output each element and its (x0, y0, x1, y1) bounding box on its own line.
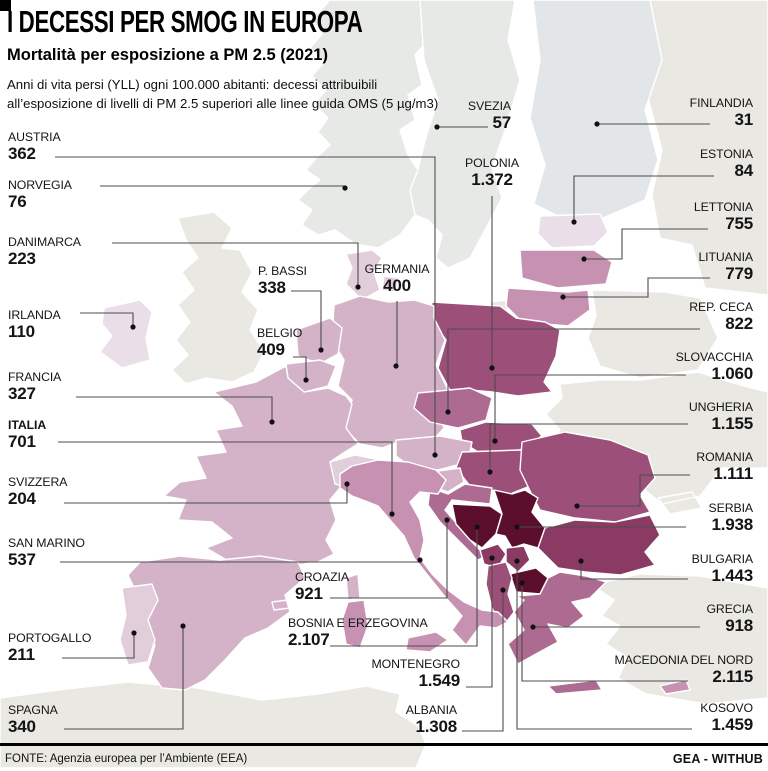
leader-dot-francia (269, 419, 275, 425)
leader-line-danimarca (112, 242, 359, 286)
leader-line-romania (578, 474, 690, 507)
country-russia (644, 0, 768, 296)
leader-dot-kosovo (514, 558, 520, 564)
leader-dot-finlandia (594, 121, 600, 127)
header: I DECESSI PER SMOG IN EUROPA Mortalità p… (7, 4, 501, 114)
leader-line-estonia (573, 175, 714, 221)
leader-line-montenegro (466, 559, 493, 688)
leader-line-rep_ceca (447, 328, 700, 411)
leader-line-croazia (330, 521, 448, 599)
leader-dot-grecia (530, 624, 536, 630)
leader-dot-portogallo (131, 630, 137, 636)
leader-line-austria (55, 156, 436, 455)
leader-line-italia (58, 441, 393, 513)
leader-line-portogallo (62, 635, 135, 659)
country-polonia (429, 301, 561, 397)
leader-dot-albania (500, 587, 506, 593)
leader-dot-macedonia (519, 580, 525, 586)
leader-dot-slovacchia (492, 438, 498, 444)
leader-line-irlanda (80, 312, 134, 326)
footer: FONTE: Agenzia europea per l’Ambiente (E… (0, 743, 768, 771)
leader-dot-lituania (560, 294, 566, 300)
leader-line-lituania (564, 277, 710, 298)
leader-line-bosnia (330, 528, 478, 647)
leader-dot-serbia (514, 524, 520, 530)
leader-dot-san_marino (417, 557, 423, 563)
leader-dot-irlanda (130, 324, 136, 330)
leader-line-albania (462, 591, 504, 732)
leader-line-lettonia (585, 228, 708, 260)
leader-line-ungheria (489, 423, 688, 471)
leader-dot-italia (389, 511, 395, 517)
leader-line-macedonia (521, 584, 688, 682)
country-germania (331, 295, 449, 449)
country-croazia (427, 483, 493, 561)
country-italia (339, 459, 509, 653)
leader-dot-polonia (489, 365, 495, 371)
leader-line-kosovo (516, 562, 692, 730)
leader-dot-austria (432, 452, 438, 458)
country-estonia (537, 213, 609, 249)
leader-line-bulgaria (580, 562, 688, 580)
country-uk (171, 211, 265, 385)
leader-line-p_bassi (291, 290, 322, 349)
country-belarus (587, 289, 719, 379)
agency-credit: GEA - WITHUB (672, 751, 763, 766)
country-bulgaria (537, 514, 661, 576)
leader-dot-montenegro (489, 555, 495, 561)
leader-dot-p_bassi (318, 347, 324, 353)
leader-line-spagna (64, 628, 184, 730)
leader-dot-bulgaria (578, 558, 584, 564)
leader-line-slovacchia (494, 374, 686, 440)
leader-dot-croazia (444, 517, 450, 523)
leader-dot-norvegia (342, 185, 348, 191)
leader-dot-romania (574, 503, 580, 509)
country-rep-ceca (413, 387, 493, 429)
country-cipro (659, 679, 691, 695)
leader-dot-spagna (180, 623, 186, 629)
leader-line-francia (76, 396, 273, 421)
country-spagna (127, 555, 306, 691)
leader-dot-ungheria (487, 469, 493, 475)
country-irlanda (99, 299, 153, 369)
region-north-africa (0, 681, 427, 768)
leader-dot-estonia (571, 219, 577, 225)
country-paesi-bassi (295, 317, 343, 365)
page-title: I DECESSI PER SMOG IN EUROPA (7, 4, 363, 39)
country-portogallo (119, 583, 159, 666)
leader-dot-belgio (303, 377, 309, 383)
leader-dot-germania (393, 363, 399, 369)
leader-dot-rep_ceca (445, 409, 451, 415)
country-danimarca (345, 249, 399, 301)
page-subtitle: Mortalità per esposizione a PM 2.5 (2021… (7, 45, 328, 64)
leader-dot-bosnia (474, 524, 480, 530)
country-lettonia (519, 249, 613, 289)
country-turkey (591, 573, 768, 705)
source-credit: FONTE: Agenzia europea per l’Ambiente (E… (5, 752, 248, 765)
country-serbia (493, 489, 546, 549)
leader-dot-lettonia (581, 256, 587, 262)
leader-dot-danimarca (355, 284, 361, 290)
leader-line-svizzera (64, 485, 348, 504)
page-description: Anni di vita persi (YLL) ogni 100.000 ab… (7, 76, 439, 112)
leader-dot-svizzera (344, 481, 350, 487)
country-grecia (507, 571, 607, 695)
leader-dot-svezia (434, 124, 440, 130)
country-finlandia (529, 0, 663, 221)
corner-square (0, 0, 11, 11)
country-ukraine (545, 371, 768, 515)
leader-line-belgio (293, 356, 307, 379)
